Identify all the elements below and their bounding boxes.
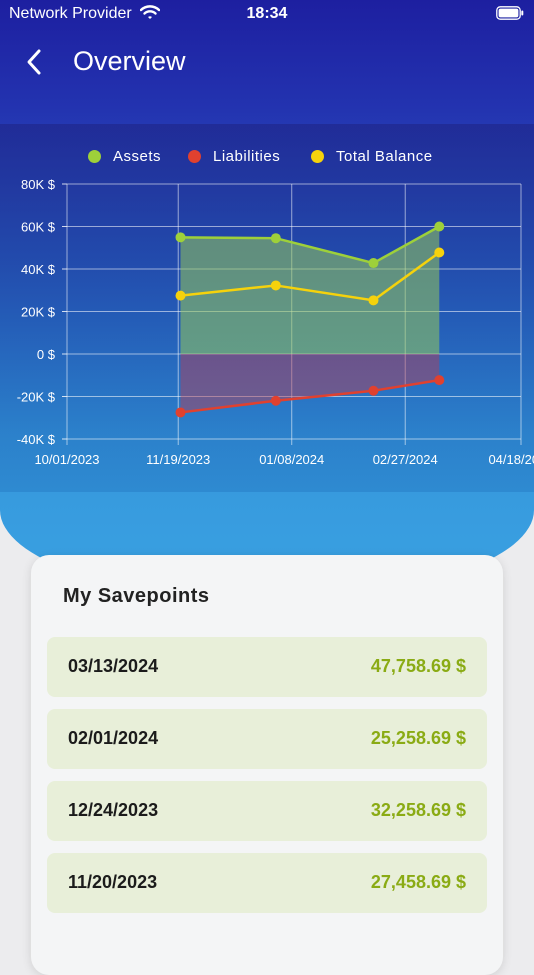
savepoint-row[interactable]: 03/13/2024 47,758.69 $ — [47, 637, 487, 697]
savepoint-amount: 47,758.69 $ — [370, 656, 466, 676]
savepoint-date: 03/13/2024 — [68, 656, 159, 676]
legend-swatch-assets — [88, 150, 101, 163]
y-tick-label: -40K $ — [17, 432, 56, 447]
chart-legend: Assets Liabilities Total Balance — [0, 148, 534, 168]
point-liabilities — [175, 407, 186, 418]
savepoints-card: My Savepoints 03/13/2024 47,758.69 $ 02/… — [31, 555, 503, 975]
legend-swatch-total-balance — [311, 150, 324, 163]
line-liabilities — [180, 378, 440, 414]
status-time: 18:34 — [246, 5, 288, 22]
savepoint-row[interactable]: 12/24/2023 32,258.69 $ — [47, 781, 487, 841]
y-tick-label: 20K $ — [21, 305, 56, 320]
y-tick-label: 40K $ — [21, 262, 56, 277]
x-tick-label: 11/19/2023 — [146, 452, 210, 467]
line-total-balance — [180, 251, 441, 302]
legend-item-liabilities[interactable]: Liabilities — [188, 148, 280, 165]
savepoint-amount: 32,258.69 $ — [370, 800, 466, 820]
point-assets — [270, 233, 281, 244]
savepoint-row[interactable]: 11/20/2023 27,458.69 $ — [47, 853, 487, 913]
savepoint-row[interactable]: 02/01/2024 25,258.69 $ — [47, 709, 487, 769]
carrier-label: Network Provider — [9, 5, 132, 22]
savepoint-date: 12/24/2023 — [68, 800, 159, 820]
savepoint-date: 02/01/2024 — [68, 728, 159, 748]
legend-label-assets: Assets — [113, 148, 162, 165]
point-assets — [175, 232, 186, 243]
area-liabilities — [180, 354, 440, 413]
legend-label-liabilities: Liabilities — [213, 148, 281, 165]
point-total-balance — [270, 280, 281, 291]
status-bar: Network Provider 18:34 — [0, 0, 534, 28]
point-assets — [368, 258, 379, 269]
legend-label-total-balance: Total Balance — [336, 148, 433, 165]
savepoint-date: 11/20/2023 — [68, 872, 158, 892]
point-assets — [434, 221, 445, 232]
savepoint-amount: 27,458.69 $ — [370, 872, 466, 892]
battery-icon — [496, 6, 524, 20]
y-tick-label: 80K $ — [21, 177, 56, 192]
chevron-left-icon — [27, 49, 41, 75]
point-liabilities — [434, 375, 445, 386]
point-liabilities — [368, 385, 379, 396]
savepoint-amount: 25,258.69 $ — [370, 728, 466, 748]
y-tick-label: 60K $ — [21, 220, 56, 235]
point-total-balance — [434, 247, 445, 258]
legend-item-total-balance[interactable]: Total Balance — [311, 148, 433, 165]
y-tick-label: -20K $ — [17, 390, 56, 405]
savepoints-title: My Savepoints — [63, 585, 210, 607]
line-assets — [180, 225, 440, 265]
point-liabilities — [270, 395, 281, 406]
page-title: Overview — [73, 46, 186, 76]
point-total-balance — [368, 295, 379, 306]
point-total-balance — [175, 290, 186, 301]
x-tick-label: 10/01/2023 — [34, 452, 99, 467]
x-tick-label: 04/18/2024 — [488, 452, 534, 467]
wifi-icon — [139, 4, 161, 25]
legend-swatch-liabilities — [188, 150, 201, 163]
x-tick-label: 01/08/2024 — [259, 452, 324, 467]
x-tick-label: 02/27/2024 — [373, 452, 438, 467]
back-button[interactable] — [20, 46, 52, 78]
legend-item-assets[interactable]: Assets — [88, 148, 161, 165]
y-tick-label: 0 $ — [37, 347, 56, 362]
balance-chart: -40K $ -20K $ 0 $ 20K $ 40K $ 60K $ 80K $ 10/01… — [17, 177, 534, 467]
